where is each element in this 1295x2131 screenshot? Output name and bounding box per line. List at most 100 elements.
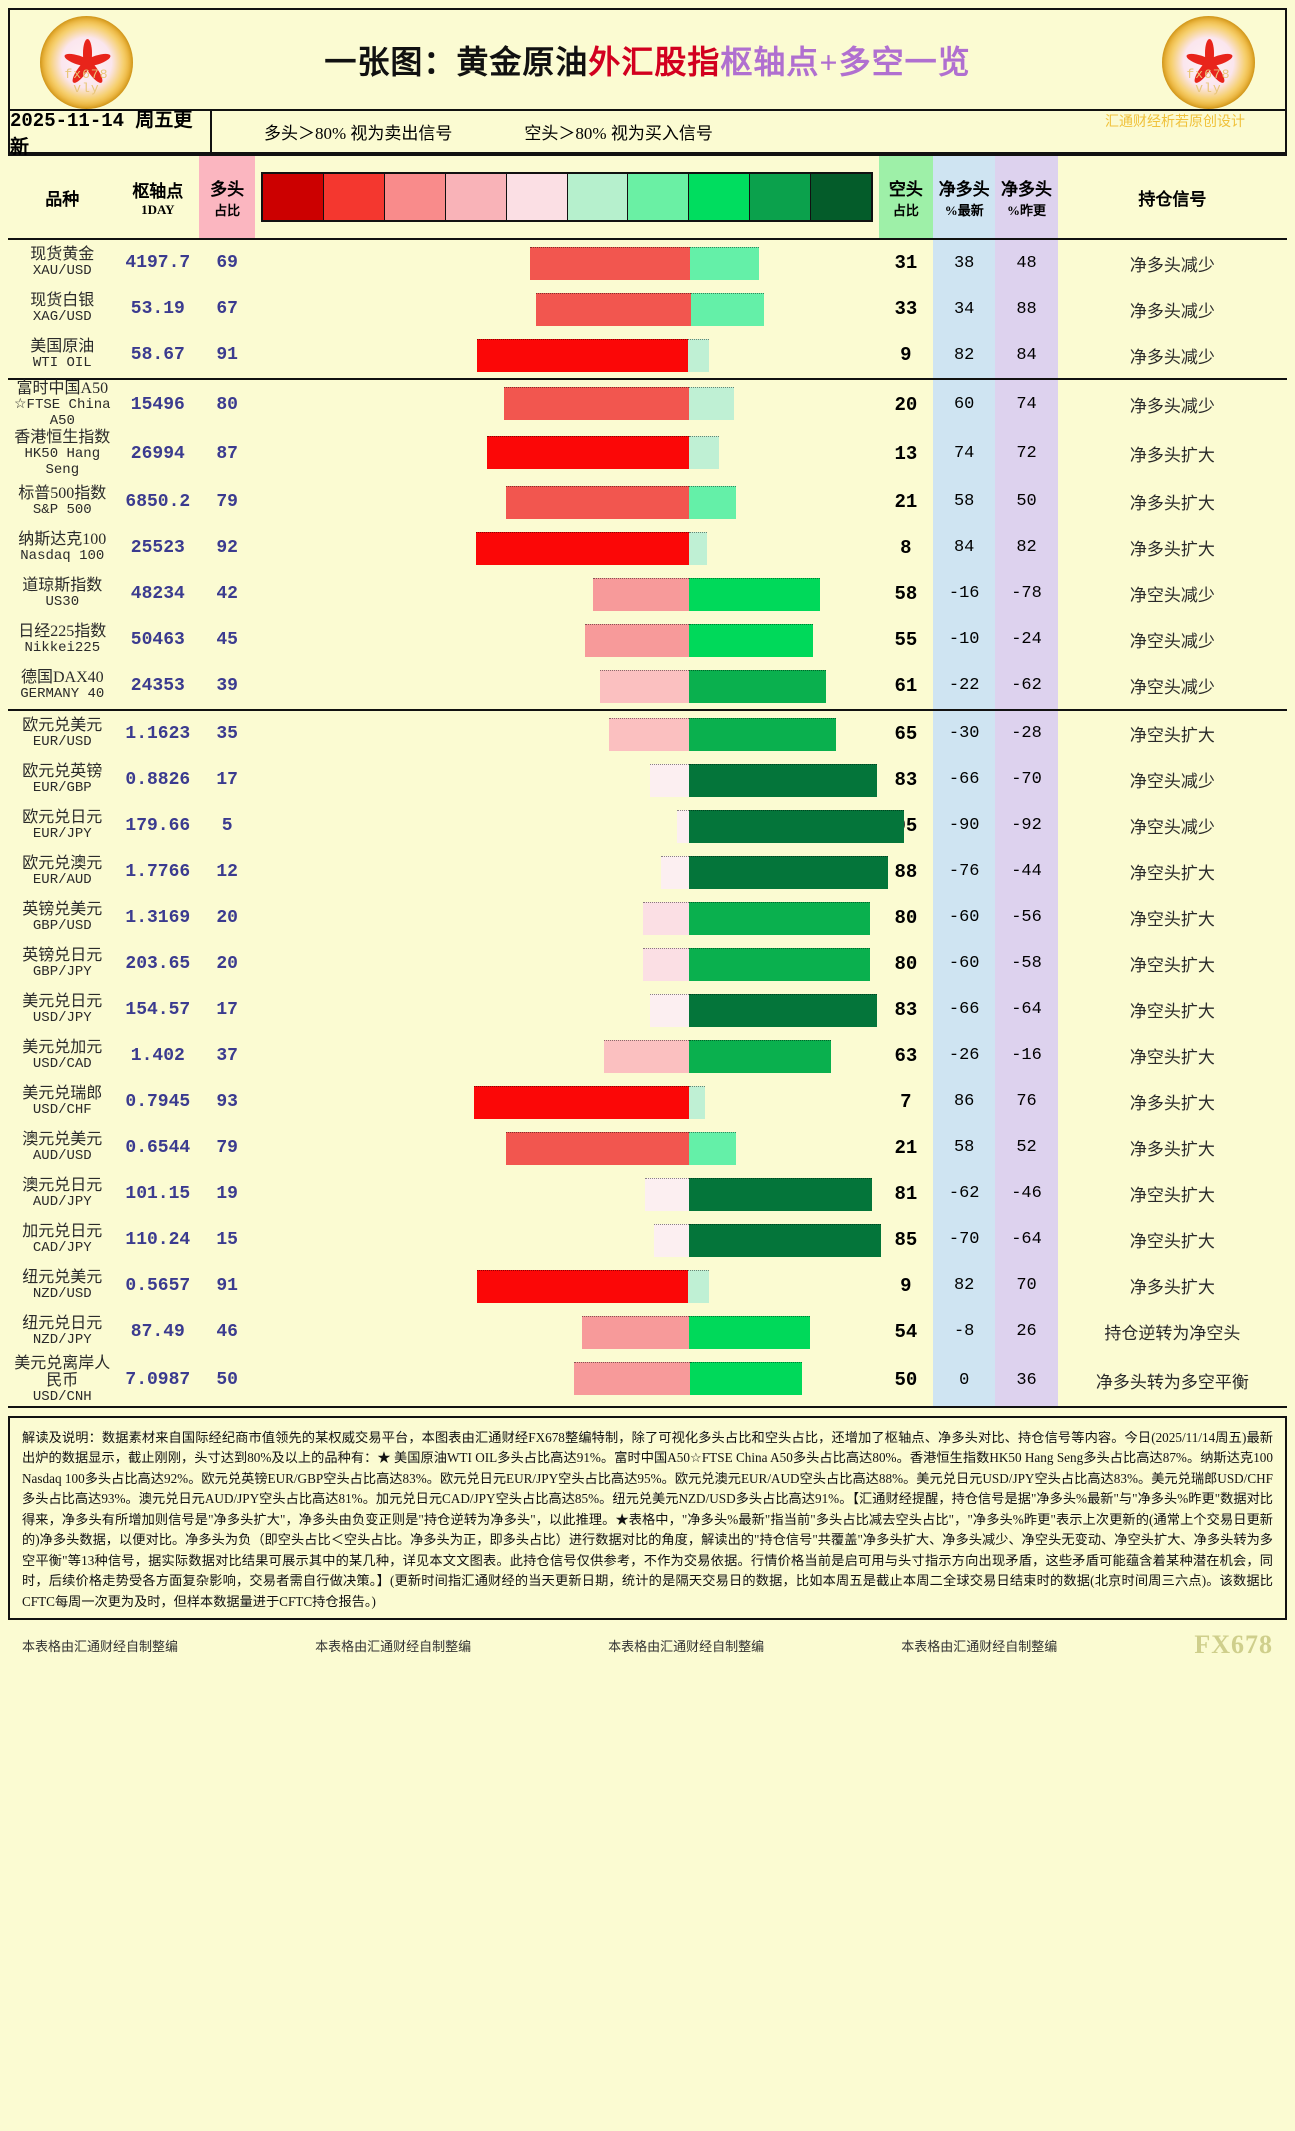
cell-signal: 净空头减少 bbox=[1129, 772, 1215, 791]
table-row: 标普500指数 S&P 500 6850.2 79 21 58 50 净多头扩大 bbox=[8, 478, 1287, 525]
cell-pivot: 25523 bbox=[130, 537, 185, 558]
cell-net-prev: -64 bbox=[995, 986, 1058, 1033]
table-row: 德国DAX40 GERMANY 40 24353 39 61 -22 -62 净空头减少 bbox=[8, 662, 1287, 711]
cell-pivot: 179.66 bbox=[125, 815, 191, 836]
cell-long-pct: 19 bbox=[216, 1183, 238, 1204]
bar-long bbox=[506, 1131, 690, 1165]
table-row: 澳元兑美元 AUD/USD 0.6544 79 21 58 52 净多头扩大 bbox=[8, 1124, 1287, 1171]
bar-short bbox=[689, 901, 871, 935]
cell-long-pct: 69 bbox=[216, 253, 238, 273]
bar-short bbox=[689, 1223, 882, 1257]
cell-instrument-symbol: USD/CHF bbox=[32, 1101, 92, 1118]
bar-long bbox=[643, 901, 690, 935]
footer-text: 解读及说明：数据素材来自国际经纪商市值领先的某权威交易平台，本图表由汇通财经FX… bbox=[22, 1429, 1273, 1609]
cell-short-pct: 20 bbox=[894, 393, 918, 416]
col-header-signal: 持仓信号 bbox=[1057, 154, 1287, 240]
bar-long bbox=[677, 809, 690, 843]
bar-long bbox=[574, 1361, 691, 1395]
cell-short-pct: 58 bbox=[894, 582, 918, 605]
seal-logo-right: fx678 vly bbox=[1162, 16, 1255, 109]
infographic-page: fx678 vly 一张图：黄金原油外汇股指枢轴点+多空一览 fx678 vly 2… bbox=[0, 8, 1295, 2131]
cell-short-pct: 21 bbox=[894, 490, 918, 513]
col-header-pivot-sub: 1DAY bbox=[141, 201, 175, 217]
brand-watermark: FX678 bbox=[1194, 1630, 1273, 1660]
cell-bar bbox=[255, 895, 878, 941]
cell-pivot: 50463 bbox=[130, 629, 185, 650]
col-header-short-sub: 占比 bbox=[892, 203, 919, 218]
table-body: 现货黄金 XAU/USD 4197.7 69 31 38 48 净多头减少 现货白银 XAG/US… bbox=[8, 239, 1287, 1408]
bar-long bbox=[600, 669, 690, 703]
bar-short bbox=[689, 436, 720, 470]
col-header-long-label: 多头 bbox=[210, 180, 245, 199]
cell-signal: 净空头扩大 bbox=[1129, 1002, 1215, 1021]
cell-net-latest: 74 bbox=[933, 429, 996, 479]
cell-long-pct: 12 bbox=[216, 861, 238, 882]
source-label-4: 本表格由汇通财经自制整编 bbox=[901, 1638, 1058, 1654]
cell-net-latest: -8 bbox=[933, 1308, 996, 1355]
cell-instrument-symbol: EUR/USD bbox=[32, 733, 92, 750]
cell-net-latest: -60 bbox=[933, 894, 996, 941]
cell-bar bbox=[255, 1217, 882, 1263]
cell-net-latest: 38 bbox=[933, 239, 996, 286]
col-header-pivot: 枢轴点 1DAY bbox=[116, 154, 200, 240]
color-swatch-9 bbox=[810, 174, 871, 220]
cell-pivot: 0.8826 bbox=[125, 769, 191, 790]
color-swatch-4 bbox=[506, 174, 568, 220]
cell-long-pct: 35 bbox=[216, 723, 238, 744]
cell-net-prev: -24 bbox=[995, 616, 1058, 663]
cell-long-pct: 87 bbox=[216, 443, 238, 464]
cell-pivot: 1.402 bbox=[130, 1045, 185, 1066]
table-row: 美元兑加元 USD/CAD 1.402 37 63 -26 -16 净空头扩大 bbox=[8, 1032, 1287, 1079]
cell-instrument: 欧元兑英镑 EUR/GBP bbox=[8, 757, 117, 803]
cell-long-pct: 15 bbox=[216, 1229, 238, 1250]
table-row: 澳元兑日元 AUD/JPY 101.15 19 81 -62 -46 净空头扩大 bbox=[8, 1170, 1287, 1217]
table-row: 香港恒生指数 HK50 Hang Seng 26994 87 13 74 72 净多头扩大 bbox=[8, 429, 1287, 479]
cell-instrument: 美元兑日元 USD/JPY bbox=[8, 987, 117, 1033]
cell-signal: 净多头扩大 bbox=[1129, 1278, 1215, 1297]
bar-short bbox=[689, 1315, 811, 1349]
cell-net-prev: -92 bbox=[995, 802, 1058, 849]
cell-net-prev: 72 bbox=[995, 429, 1058, 479]
cell-long-pct: 42 bbox=[216, 583, 238, 604]
cell-short-pct: 31 bbox=[894, 252, 918, 274]
cell-net-prev: 48 bbox=[995, 239, 1058, 286]
table-row: 现货黄金 XAU/USD 4197.7 69 31 38 48 净多头减少 bbox=[8, 239, 1287, 286]
cell-net-latest: -66 bbox=[933, 986, 996, 1033]
table-row: 美元兑离岸人民币 USD/CNH 7.0987 50 50 0 36 净多头转为多空平衡 bbox=[8, 1354, 1287, 1408]
cell-net-prev: 88 bbox=[995, 286, 1058, 332]
cell-short-pct: 88 bbox=[894, 860, 918, 883]
cell-signal: 净多头扩大 bbox=[1129, 540, 1215, 559]
cell-net-prev: 26 bbox=[995, 1308, 1058, 1355]
cell-instrument-symbol: S&P 500 bbox=[32, 501, 92, 518]
cell-net-latest: 84 bbox=[933, 524, 996, 571]
cell-bar bbox=[255, 286, 878, 332]
bar-short bbox=[691, 293, 765, 326]
page-title: 一张图：黄金原油外汇股指枢轴点+多空一览 bbox=[324, 37, 970, 83]
cell-short-pct: 65 bbox=[894, 722, 918, 745]
cell-instrument-symbol: USD/CAD bbox=[32, 1055, 92, 1072]
title-part-2: 外汇股指 bbox=[588, 43, 721, 80]
cell-instrument-symbol: XAU/USD bbox=[32, 263, 92, 280]
cell-short-pct: 61 bbox=[878, 662, 934, 711]
table-row: 美国原油 WTI OIL 58.67 91 9 82 84 净多头减少 bbox=[8, 332, 1287, 380]
cell-net-latest: 58 bbox=[933, 1124, 996, 1171]
cell-instrument-symbol: EUR/JPY bbox=[32, 825, 92, 842]
cell-long-pct: 20 bbox=[216, 907, 238, 928]
cell-instrument: 英镑兑美元 GBP/USD bbox=[8, 895, 117, 941]
cell-net-latest: -66 bbox=[933, 756, 996, 803]
col-header-long-sub: 占比 bbox=[214, 203, 241, 218]
cell-pivot: 101.15 bbox=[125, 1183, 191, 1204]
cell-net-latest: -70 bbox=[933, 1216, 996, 1263]
cell-pivot: 0.7945 bbox=[125, 1091, 191, 1112]
cell-signal: 净空头扩大 bbox=[1129, 1232, 1215, 1251]
cell-net-latest: -62 bbox=[933, 1170, 996, 1217]
cell-signal: 净多头扩大 bbox=[1129, 1094, 1215, 1113]
source-label-3: 本表格由汇通财经自制整编 bbox=[608, 1638, 765, 1654]
note-short-signal: 空头＞80% 视为买入信号 bbox=[524, 124, 713, 143]
seal-watermark-right: fx678 vly bbox=[1186, 67, 1231, 96]
cell-long-pct: 46 bbox=[216, 1321, 238, 1342]
cell-pivot: 4197.7 bbox=[125, 253, 191, 273]
table-row: 道琼斯指数 US30 48234 42 58 -16 -78 净空头减少 bbox=[8, 570, 1287, 617]
col-header-long: 多头 占比 bbox=[199, 154, 256, 240]
cell-instrument: 美元兑瑞郎 USD/CHF bbox=[8, 1079, 117, 1125]
